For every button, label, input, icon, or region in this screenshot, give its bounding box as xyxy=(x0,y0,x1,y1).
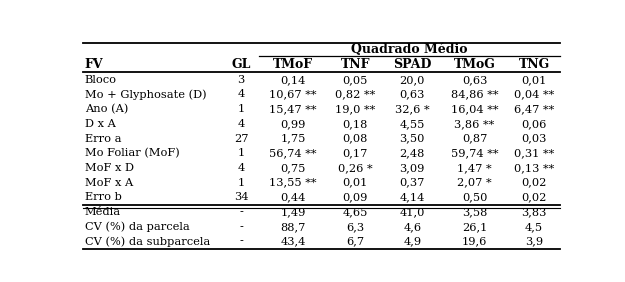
Text: 3,50: 3,50 xyxy=(399,134,425,144)
Text: 0,37: 0,37 xyxy=(399,178,425,188)
Text: TNF: TNF xyxy=(341,58,370,71)
Text: 20,0: 20,0 xyxy=(399,75,425,85)
Text: -: - xyxy=(239,207,243,217)
Text: 3,86 **: 3,86 ** xyxy=(454,119,494,129)
Text: 88,7: 88,7 xyxy=(281,222,306,232)
Text: Mo Foliar (MoF): Mo Foliar (MoF) xyxy=(85,148,179,158)
Text: 32,6 *: 32,6 * xyxy=(395,104,429,114)
Text: 4: 4 xyxy=(238,119,245,129)
Text: GL: GL xyxy=(231,58,251,71)
Text: 0,99: 0,99 xyxy=(281,119,306,129)
Text: 0,09: 0,09 xyxy=(342,192,368,202)
Text: 4,14: 4,14 xyxy=(399,192,425,202)
Text: 0,50: 0,50 xyxy=(462,192,488,202)
Text: 1: 1 xyxy=(238,178,245,188)
Text: 0,01: 0,01 xyxy=(342,178,368,188)
Text: Média: Média xyxy=(85,207,121,217)
Text: CV (%) da parcela: CV (%) da parcela xyxy=(85,221,189,232)
Text: 0,44: 0,44 xyxy=(281,192,306,202)
Text: 59,74 **: 59,74 ** xyxy=(451,148,498,158)
Text: 1,47 *: 1,47 * xyxy=(458,163,492,173)
Text: 0,01: 0,01 xyxy=(521,75,547,85)
Text: 4,6: 4,6 xyxy=(403,222,421,232)
Text: CV (%) da subparcela: CV (%) da subparcela xyxy=(85,236,210,247)
Text: 0,13 **: 0,13 ** xyxy=(514,163,554,173)
Text: 0,82 **: 0,82 ** xyxy=(335,89,376,100)
Text: 0,08: 0,08 xyxy=(342,134,368,144)
Text: MoF x D: MoF x D xyxy=(85,163,134,173)
Text: 84,86 **: 84,86 ** xyxy=(451,89,498,100)
Text: 43,4: 43,4 xyxy=(281,237,306,246)
Text: 0,02: 0,02 xyxy=(521,178,547,188)
Text: 4,9: 4,9 xyxy=(403,237,421,246)
Text: FV: FV xyxy=(85,58,104,71)
Text: MoF x A: MoF x A xyxy=(85,178,133,188)
Text: 56,74 **: 56,74 ** xyxy=(269,148,317,158)
Text: 26,1: 26,1 xyxy=(462,222,488,232)
Text: 4: 4 xyxy=(238,89,245,100)
Text: 1: 1 xyxy=(238,148,245,158)
Text: 1: 1 xyxy=(238,104,245,114)
Text: D x A: D x A xyxy=(85,119,116,129)
Text: 0,31 **: 0,31 ** xyxy=(514,148,554,158)
Text: 4,5: 4,5 xyxy=(525,222,543,232)
Text: Quadrado Médio: Quadrado Médio xyxy=(351,43,468,56)
Text: 34: 34 xyxy=(234,192,248,202)
Text: 3,58: 3,58 xyxy=(462,207,488,217)
Text: Ano (A): Ano (A) xyxy=(85,104,128,114)
Text: 2,48: 2,48 xyxy=(399,148,425,158)
Text: 4,55: 4,55 xyxy=(399,119,425,129)
Text: 6,7: 6,7 xyxy=(346,237,364,246)
Text: 0,18: 0,18 xyxy=(342,119,368,129)
Text: 3: 3 xyxy=(238,75,245,85)
Text: Erro a: Erro a xyxy=(85,134,121,144)
Text: -: - xyxy=(239,222,243,232)
Text: TNG: TNG xyxy=(519,58,550,71)
Text: 1,49: 1,49 xyxy=(281,207,306,217)
Text: 0,63: 0,63 xyxy=(462,75,488,85)
Text: 0,06: 0,06 xyxy=(521,119,547,129)
Text: 19,0 **: 19,0 ** xyxy=(335,104,376,114)
Text: 0,87: 0,87 xyxy=(462,134,488,144)
Text: 0,63: 0,63 xyxy=(399,89,425,100)
Text: 41,0: 41,0 xyxy=(399,207,425,217)
Text: 3,83: 3,83 xyxy=(521,207,547,217)
Text: 0,75: 0,75 xyxy=(281,163,306,173)
Text: 2,07 *: 2,07 * xyxy=(458,178,492,188)
Text: SPAD: SPAD xyxy=(393,58,431,71)
Text: TMoF: TMoF xyxy=(273,58,313,71)
Text: 16,04 **: 16,04 ** xyxy=(451,104,498,114)
Text: 1,75: 1,75 xyxy=(281,134,306,144)
Text: Erro b: Erro b xyxy=(85,192,122,202)
Text: 27: 27 xyxy=(234,134,248,144)
Text: 6,3: 6,3 xyxy=(346,222,364,232)
Text: 6,47 **: 6,47 ** xyxy=(514,104,554,114)
Text: 4: 4 xyxy=(238,163,245,173)
Text: 0,03: 0,03 xyxy=(521,134,547,144)
Text: 0,04 **: 0,04 ** xyxy=(514,89,554,100)
Text: -: - xyxy=(239,237,243,246)
Text: 0,05: 0,05 xyxy=(342,75,368,85)
Text: 0,17: 0,17 xyxy=(342,148,368,158)
Text: 0,14: 0,14 xyxy=(281,75,306,85)
Text: 0,26 *: 0,26 * xyxy=(338,163,372,173)
Text: 3,9: 3,9 xyxy=(525,237,543,246)
Text: 10,67 **: 10,67 ** xyxy=(269,89,317,100)
Text: 0,02: 0,02 xyxy=(521,192,547,202)
Text: TMoG: TMoG xyxy=(454,58,496,71)
Text: 13,55 **: 13,55 ** xyxy=(269,178,317,188)
Text: Bloco: Bloco xyxy=(85,75,117,85)
Text: 15,47 **: 15,47 ** xyxy=(269,104,317,114)
Text: 3,09: 3,09 xyxy=(399,163,425,173)
Text: Mo + Glyphosate (D): Mo + Glyphosate (D) xyxy=(85,89,206,100)
Text: 19,6: 19,6 xyxy=(462,237,488,246)
Text: 4,65: 4,65 xyxy=(342,207,368,217)
